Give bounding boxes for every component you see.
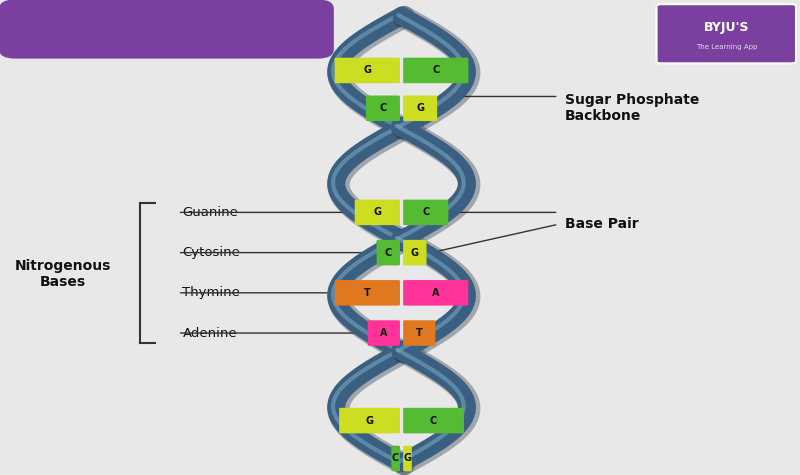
FancyBboxPatch shape	[334, 280, 400, 305]
Text: BYJU'S: BYJU'S	[704, 21, 750, 34]
Text: A: A	[380, 328, 388, 338]
Text: Thymine: Thymine	[182, 286, 240, 299]
FancyBboxPatch shape	[657, 4, 796, 63]
FancyBboxPatch shape	[354, 200, 400, 225]
FancyBboxPatch shape	[403, 200, 448, 225]
FancyBboxPatch shape	[339, 408, 400, 433]
Text: C: C	[379, 103, 386, 114]
FancyBboxPatch shape	[391, 446, 400, 471]
Text: DNA STRUCTURE: DNA STRUCTURE	[18, 15, 293, 43]
Text: G: G	[374, 208, 382, 218]
FancyBboxPatch shape	[403, 240, 426, 266]
Text: C: C	[430, 416, 437, 426]
Text: G: G	[416, 103, 424, 114]
Text: A: A	[432, 288, 439, 298]
Text: G: G	[403, 454, 411, 464]
Text: Base Pair: Base Pair	[565, 217, 638, 231]
Text: Sugar Phosphate
Backbone: Sugar Phosphate Backbone	[565, 93, 699, 124]
FancyBboxPatch shape	[403, 280, 468, 305]
FancyBboxPatch shape	[368, 320, 400, 346]
FancyBboxPatch shape	[403, 320, 435, 346]
Text: The Learning App: The Learning App	[696, 44, 758, 50]
FancyBboxPatch shape	[377, 240, 400, 266]
Text: C: C	[422, 208, 430, 218]
FancyBboxPatch shape	[334, 57, 400, 83]
Text: Cytosine: Cytosine	[182, 246, 240, 259]
Text: Guanine: Guanine	[182, 206, 238, 219]
Text: G: G	[366, 416, 374, 426]
Text: T: T	[416, 328, 422, 338]
Text: Nitrogenous
Bases: Nitrogenous Bases	[14, 259, 111, 289]
Text: C: C	[385, 247, 392, 257]
FancyBboxPatch shape	[403, 95, 438, 121]
FancyBboxPatch shape	[0, 0, 334, 58]
Text: G: G	[363, 66, 371, 76]
Text: C: C	[432, 66, 439, 76]
Text: C: C	[392, 454, 399, 464]
Text: T: T	[364, 288, 370, 298]
FancyBboxPatch shape	[403, 408, 464, 433]
Text: G: G	[411, 247, 419, 257]
FancyBboxPatch shape	[366, 95, 400, 121]
FancyBboxPatch shape	[403, 57, 469, 83]
FancyBboxPatch shape	[403, 446, 412, 471]
Text: Adenine: Adenine	[182, 326, 237, 340]
